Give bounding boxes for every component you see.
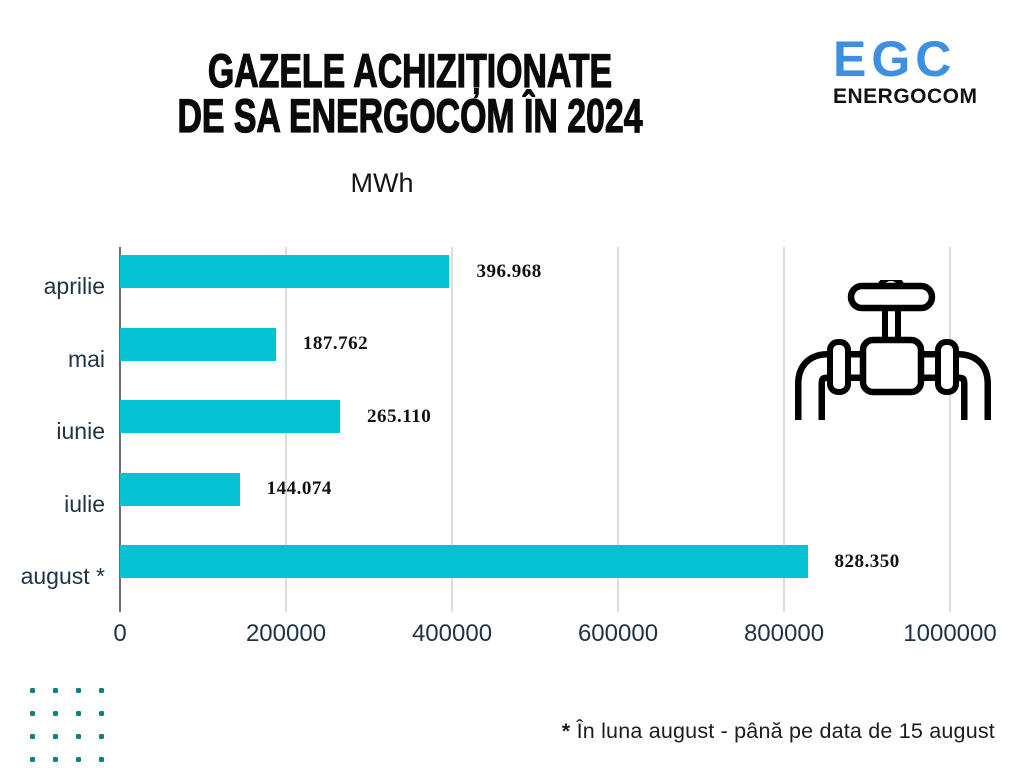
dot xyxy=(53,711,58,716)
bar-chart-plot: 396.968 187.762 265.110 144.074 828.350 xyxy=(119,247,951,612)
bar-iulie xyxy=(120,472,240,506)
unit-label: MWh xyxy=(350,168,414,198)
dot xyxy=(30,688,35,693)
gridline xyxy=(949,247,951,612)
category-label-mai: mai xyxy=(67,345,105,372)
x-tick-label: 1000000 xyxy=(903,620,997,647)
gridline xyxy=(617,247,619,612)
value-label-aprilie: 396.968 xyxy=(476,260,542,282)
bar-aprilie xyxy=(120,255,450,288)
dot xyxy=(30,734,35,739)
page-title-line1: GAZELE ACHIZIȚIONATE xyxy=(207,44,613,97)
footnote-text: În luna august - până pe data de 15 augu… xyxy=(576,719,995,743)
value-label-august: 828.350 xyxy=(834,550,900,572)
value-label-iunie: 265.110 xyxy=(367,405,432,427)
dot xyxy=(53,734,58,739)
x-tick-label: 0 xyxy=(113,620,127,647)
dot xyxy=(30,757,35,762)
x-tick-label: 400000 xyxy=(411,620,493,647)
value-label-mai: 187.762 xyxy=(302,333,369,354)
category-label-iulie: iulie xyxy=(64,490,105,517)
gas-valve-icon xyxy=(795,280,991,420)
footnote-marker: * xyxy=(561,719,571,743)
logo-acronym: EGC xyxy=(833,31,957,87)
footnote: * În luna august - până pe data de 15 au… xyxy=(562,719,995,744)
x-tick-label: 200000 xyxy=(245,620,327,647)
page-title-line2: DE SA ENERGOCOM ÎN 2024 xyxy=(177,89,643,142)
dot xyxy=(99,688,104,693)
dot xyxy=(30,711,35,716)
x-tick-label: 800000 xyxy=(743,620,825,647)
dot xyxy=(53,757,58,762)
dot xyxy=(99,757,104,762)
category-label-august: august * xyxy=(20,563,105,589)
dot xyxy=(76,757,81,762)
page-title: GAZELE ACHIZIȚIONATE DE SA ENERGOCOM ÎN … xyxy=(0,44,820,142)
bar-iunie xyxy=(120,400,341,433)
category-label-aprilie: aprilie xyxy=(43,273,105,299)
dot xyxy=(53,688,58,693)
gridline xyxy=(783,247,785,612)
dot xyxy=(76,688,81,693)
dot xyxy=(76,711,81,716)
logo: EGC ENERGOCOM xyxy=(833,34,993,109)
dot xyxy=(99,711,104,716)
dot xyxy=(99,734,104,739)
bar-mai xyxy=(120,327,276,361)
x-tick-label: 600000 xyxy=(577,620,659,647)
dot xyxy=(76,734,81,739)
category-label-iunie: iunie xyxy=(56,418,105,444)
value-label-iulie: 144.074 xyxy=(266,478,332,499)
gridline xyxy=(451,247,453,612)
logo-name: ENERGOCOM xyxy=(833,85,978,108)
bar-august xyxy=(120,545,808,578)
